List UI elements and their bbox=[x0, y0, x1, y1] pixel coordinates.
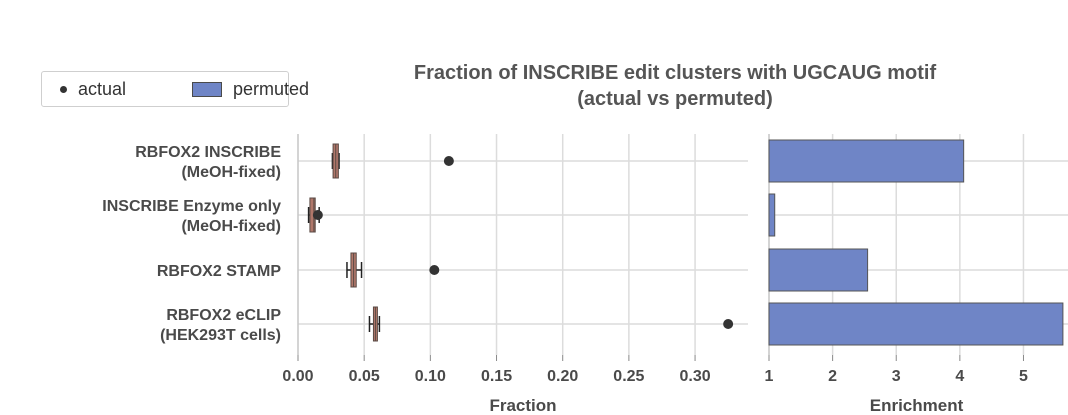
right-x-tick-label: 5 bbox=[1019, 368, 1028, 385]
left-x-tick-label: 0.05 bbox=[349, 368, 380, 385]
enrichment-bar bbox=[768, 193, 776, 237]
left-x-tick-label: 0.00 bbox=[282, 368, 313, 385]
left-x-tick-label: 0.30 bbox=[679, 368, 710, 385]
category-label: INSCRIBE Enzyme only bbox=[102, 198, 281, 215]
legend-actual-label: actual bbox=[78, 79, 127, 99]
category-label: RBFOX2 STAMP bbox=[157, 263, 281, 280]
category-label: (MeOH-fixed) bbox=[181, 164, 281, 181]
category-label: (HEK293T cells) bbox=[160, 327, 281, 344]
right-x-tick-label: 1 bbox=[765, 368, 774, 385]
right-x-tick-label: 4 bbox=[955, 368, 964, 385]
category-label: RBFOX2 eCLIP bbox=[166, 307, 281, 324]
enrichment-bar bbox=[768, 139, 965, 183]
left-x-axis-label: Fraction bbox=[489, 396, 556, 415]
legend-actual-marker bbox=[60, 86, 67, 93]
legend-permuted-swatch bbox=[192, 82, 222, 97]
actual-point bbox=[429, 265, 440, 275]
category-label: RBFOX2 INSCRIBE bbox=[135, 144, 281, 161]
actual-point bbox=[723, 319, 734, 329]
legend: actual permuted bbox=[41, 71, 309, 107]
chart-title-line1: Fraction of INSCRIBE edit clusters with … bbox=[413, 62, 937, 84]
left-x-tick-label: 0.25 bbox=[613, 368, 644, 385]
enrichment-bar bbox=[768, 248, 869, 292]
right-x-tick-label: 2 bbox=[828, 368, 837, 385]
enrichment-bar bbox=[768, 302, 1064, 346]
left-x-tick-label: 0.20 bbox=[547, 368, 578, 385]
right-x-axis-label: Enrichment bbox=[870, 396, 964, 415]
chart-title-line2: (actual vs permuted) bbox=[577, 88, 773, 110]
actual-point bbox=[312, 210, 323, 220]
actual-point bbox=[443, 156, 454, 166]
legend-permuted-label: permuted bbox=[233, 79, 310, 99]
category-label: (MeOH-fixed) bbox=[181, 218, 281, 235]
left-x-tick-label: 0.10 bbox=[415, 368, 446, 385]
right-x-tick-label: 3 bbox=[892, 368, 901, 385]
left-x-tick-label: 0.15 bbox=[481, 368, 512, 385]
